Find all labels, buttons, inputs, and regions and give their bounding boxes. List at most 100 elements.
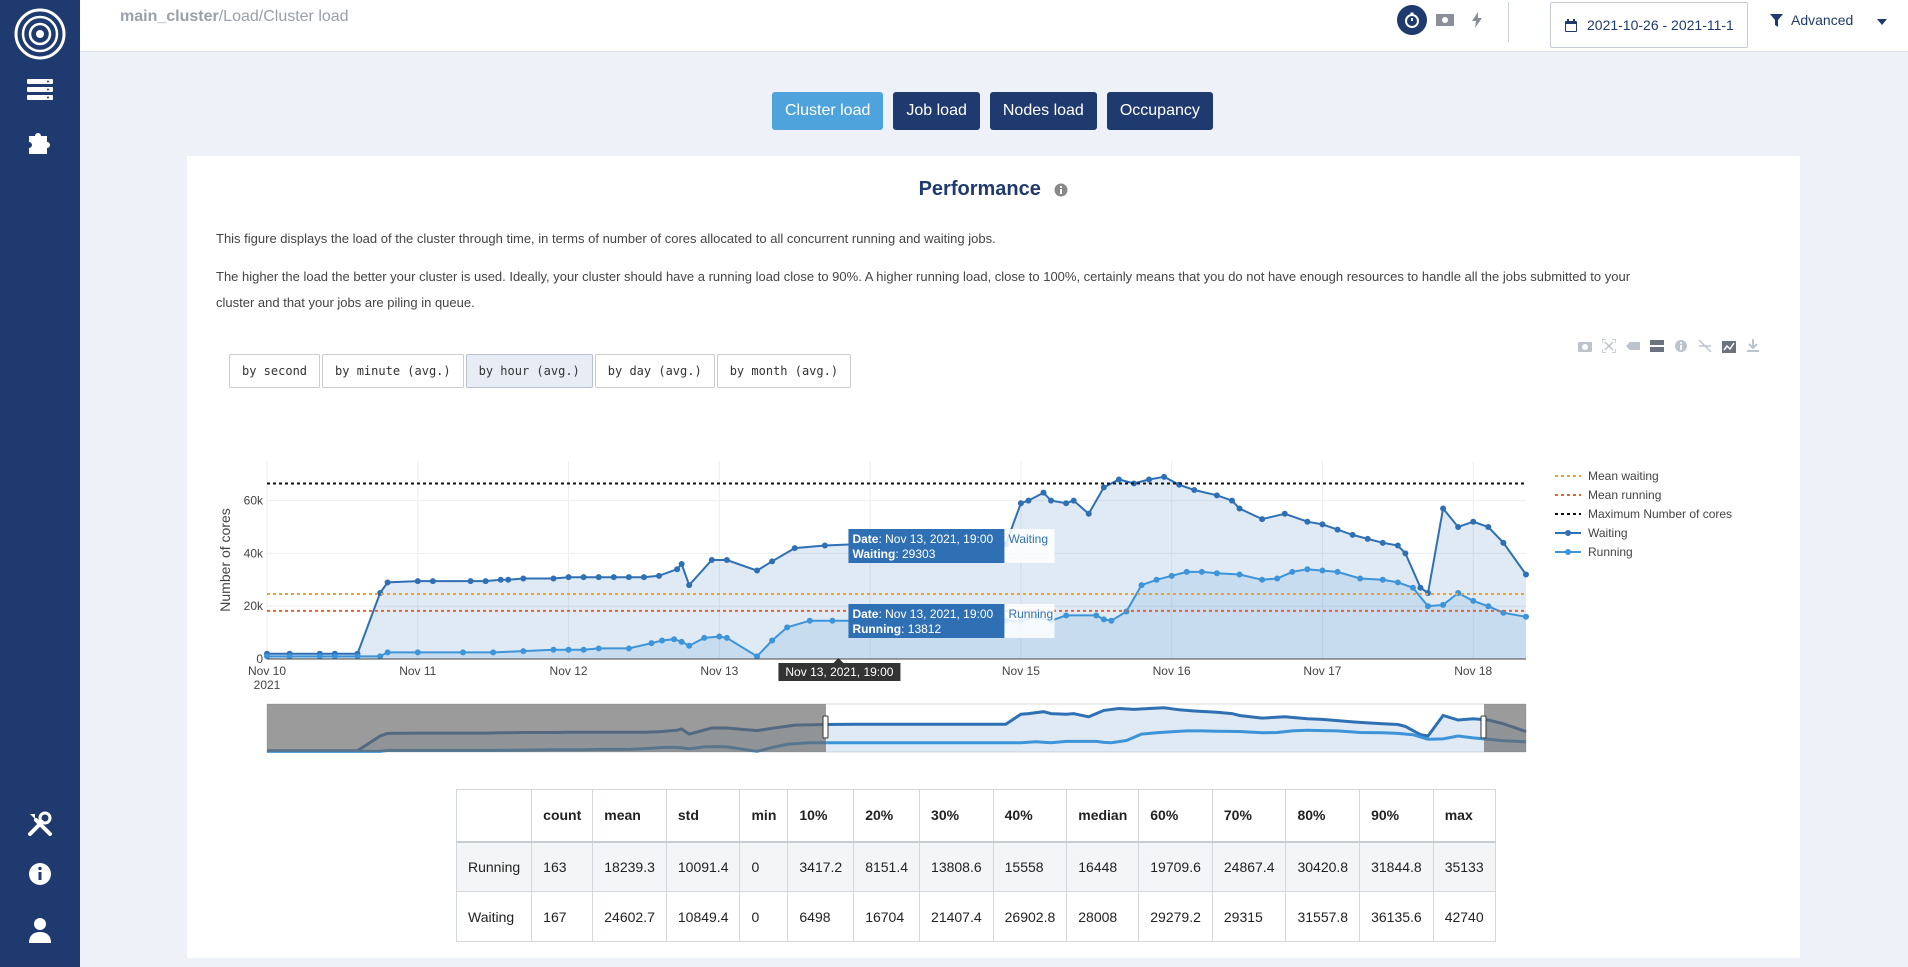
user-icon[interactable] [24,914,56,946]
hover-value: 29303 [902,547,936,561]
running-point [490,649,497,656]
hover-date-value: Nov 13, 2021, 19:00 [885,532,993,546]
breadcrumb-cluster[interactable]: main_cluster [120,8,219,25]
puzzle-icon[interactable] [24,125,56,157]
waiting-point [625,574,632,581]
energy-icon[interactable] [1462,5,1492,35]
waiting-point [1281,510,1288,517]
waiting-point [1394,542,1401,549]
waiting-point [674,566,681,573]
hover-value-separator: : [901,622,908,636]
running-point [384,649,391,656]
about-icon[interactable] [1673,338,1689,354]
app-logo[interactable] [14,8,66,60]
filter-icon [1770,13,1783,27]
tools-icon[interactable] [24,808,56,840]
running-point [1093,612,1100,619]
x-tick-label: Nov 16 [1153,664,1191,678]
waiting-point [595,574,602,581]
y-axis-label: Number of cores [217,508,233,611]
breadcrumb-path[interactable]: /Load/Cluster load [218,8,349,25]
running-point [1259,576,1266,583]
running-point [716,633,723,640]
waiting-point [1440,505,1447,512]
autoscale-icon[interactable] [1601,338,1617,354]
stats-header-cell: max [1432,789,1496,842]
stats-cell: 0 [739,891,789,942]
running-point [1289,568,1296,575]
waiting-point [1485,524,1492,530]
hover-compare-icon[interactable] [1649,338,1665,354]
waiting-point [791,545,798,552]
waiting-point [708,557,715,563]
advanced-filter-button[interactable]: Advanced [1770,12,1888,28]
x-tick-label: Nov 10 [248,664,286,678]
running-point [1100,616,1107,623]
top-bar: main_cluster/Load/Cluster load 2021-10-2… [80,0,1908,52]
waiting-point [580,574,587,581]
chart-modebar [1577,338,1761,354]
tab-occupancy[interactable]: Occupancy [1106,92,1213,130]
running-point [784,624,791,631]
info-icon[interactable] [1054,183,1068,197]
stopwatch-icon[interactable] [1397,5,1427,35]
waiting-point [1100,484,1107,491]
waiting-point [482,578,489,585]
info-icon[interactable] [24,858,56,890]
granularity-by-minute[interactable]: by minute (avg.) [322,354,464,388]
range-slider-handle-right[interactable] [1480,715,1487,739]
waiting-point [1017,500,1024,507]
stats-cell: Waiting [455,891,533,942]
running-point [1138,582,1145,589]
legend-label: Maximum Number of cores [1588,507,1732,521]
tab-cluster-load[interactable]: Cluster load [772,92,884,130]
hover-closest-icon[interactable] [1625,338,1641,354]
camera-icon[interactable] [1577,338,1593,354]
legend-label: Running [1588,545,1633,559]
stats-header-cell: count [531,789,594,842]
hover-tooltip-line1: Date: Nov 13, 2021, 19:00 [852,532,993,546]
waiting-point [1424,590,1431,596]
running-point [1108,617,1115,624]
stats-cell: 6498 [787,891,855,942]
waiting-point [1402,550,1409,557]
range-slider-mask-right [1484,704,1526,752]
granularity-by-month[interactable]: by month (avg.) [716,354,852,388]
stats-row: Waiting 167 24602.7 10849.4 0 6498 16704 21407.… [455,891,1496,942]
running-point [754,653,761,660]
load-chart[interactable]: 0 20k 40k 60k Number of cores Nov 10 Nov 11 Nov… [187,156,1800,756]
hover-tooltip-line2: Running: 13812 [852,622,941,636]
granularity-by-hour[interactable]: by hour (avg.) [465,354,593,388]
x-tick-label: Nov 15 [1002,664,1040,678]
hover-date-value: Nov 13, 2021, 19:00 [885,607,993,621]
download-icon[interactable] [1745,338,1761,354]
toggle-spike-icon[interactable] [1697,338,1713,354]
waiting-point [769,558,776,565]
server-list-icon[interactable] [24,74,56,106]
waiting-point [520,575,527,582]
running-point [316,653,323,660]
download-data-icon[interactable] [1721,338,1737,354]
waiting-point [686,582,693,589]
y-tick-label: 0 [256,652,263,666]
waiting-point [1364,535,1371,542]
running-point [520,648,527,655]
running-point [1304,566,1311,573]
waiting-point [1349,531,1356,538]
running-point [648,640,655,647]
range-slider-handle-left[interactable] [822,715,829,739]
running-point [354,653,361,660]
granularity-by-second[interactable]: by second [229,354,321,388]
hover-tooltip-box [848,529,1005,563]
panel-title: Performance [918,178,1041,200]
breadcrumb: main_cluster/Load/Cluster load [120,8,349,26]
granularity-by-day[interactable]: by day (avg.) [594,354,715,388]
tab-job-load[interactable]: Job load [893,92,980,130]
waiting-point [1236,505,1243,512]
date-range-picker[interactable]: 2021-10-26 - 2021-11-1 [1550,2,1748,48]
money-icon[interactable] [1430,5,1460,35]
divider [1508,2,1509,42]
running-point [1319,567,1326,574]
tab-nodes-load[interactable]: Nodes load [989,92,1097,130]
stats-cell: 8151.4 [853,840,921,892]
